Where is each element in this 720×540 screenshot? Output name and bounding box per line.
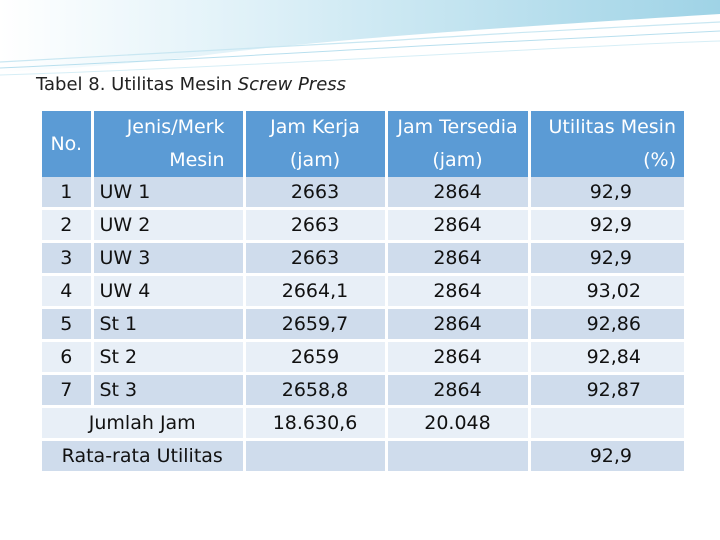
cell-no: 5 [42, 307, 94, 342]
cell-merk: St 2 [92, 340, 246, 375]
total-jam-kerja: 18.630,6 [244, 406, 388, 441]
cell-jam-kerja: 2663 [244, 208, 388, 243]
cell-merk: UW 1 [92, 177, 246, 210]
table-header-row: No. Jenis/Merk Mesin Jam Kerja (jam) Jam T… [42, 111, 684, 177]
table-title-text: Tabel 8. Utilitas Mesin [36, 74, 238, 95]
cell-merk: UW 4 [92, 274, 246, 309]
cell-utilitas: 92,9 [529, 177, 684, 210]
table-title: Tabel 8. Utilitas Mesin Screw Press [36, 74, 346, 95]
cell-jam-kerja: 2664,1 [244, 274, 388, 309]
table-row: 2 UW 2 2663 2864 92,9 [42, 208, 684, 243]
table-row: 7 St 3 2658,8 2864 92,87 [42, 373, 684, 408]
cell-no: 6 [42, 340, 94, 375]
table-row: 5 St 1 2659,7 2864 92,86 [42, 307, 684, 342]
cell-jam-kerja: 2659 [244, 340, 388, 375]
cell-utilitas: 92,86 [529, 307, 684, 342]
machine-utilization-table: No. Jenis/Merk Mesin Jam Kerja (jam) Jam T… [42, 111, 684, 474]
cell-merk: UW 2 [92, 208, 246, 243]
table-row: 6 St 2 2659 2864 92,84 [42, 340, 684, 375]
cell-no: 1 [42, 177, 94, 210]
average-jam-kerja [244, 439, 388, 474]
header-merk: Jenis/Merk Mesin [92, 111, 246, 177]
table-title-italic: Screw Press [237, 74, 347, 95]
cell-no: 7 [42, 373, 94, 408]
total-jam-tersedia: 20.048 [386, 406, 531, 441]
cell-merk: St 3 [92, 373, 246, 408]
cell-jam-tersedia: 2864 [386, 177, 531, 210]
decorative-wave-header [0, 0, 720, 76]
table-row: 3 UW 3 2663 2864 92,9 [42, 241, 684, 276]
header-no: No. [42, 111, 94, 177]
header-jam-tersedia: Jam Tersedia (jam) [386, 111, 531, 177]
cell-no: 2 [42, 208, 94, 243]
total-utilitas [529, 406, 684, 441]
header-utilitas: Utilitas Mesin (%) [529, 111, 684, 177]
cell-jam-kerja: 2658,8 [244, 373, 388, 408]
table-row: 1 UW 1 2663 2864 92,9 [42, 177, 684, 210]
cell-merk: St 1 [92, 307, 246, 342]
cell-jam-tersedia: 2864 [386, 340, 531, 375]
cell-utilitas: 92,9 [529, 208, 684, 243]
cell-jam-tersedia: 2864 [386, 373, 531, 408]
average-utilitas: 92,9 [529, 439, 684, 474]
cell-jam-kerja: 2663 [244, 177, 388, 210]
header-jam-kerja: Jam Kerja (jam) [244, 111, 388, 177]
cell-no: 4 [42, 274, 94, 309]
cell-jam-tersedia: 2864 [386, 274, 531, 309]
average-label: Rata-rata Utilitas [42, 439, 246, 474]
cell-jam-tersedia: 2864 [386, 208, 531, 243]
cell-utilitas: 92,84 [529, 340, 684, 375]
average-row: Rata-rata Utilitas 92,9 [42, 439, 684, 474]
average-jam-tersedia [386, 439, 531, 474]
cell-utilitas: 92,87 [529, 373, 684, 408]
cell-no: 3 [42, 241, 94, 276]
total-label: Jumlah Jam [42, 406, 246, 441]
cell-jam-kerja: 2659,7 [244, 307, 388, 342]
cell-utilitas: 93,02 [529, 274, 684, 309]
cell-jam-tersedia: 2864 [386, 307, 531, 342]
total-row: Jumlah Jam 18.630,6 20.048 [42, 406, 684, 441]
cell-jam-tersedia: 2864 [386, 241, 531, 276]
table-row: 4 UW 4 2664,1 2864 93,02 [42, 274, 684, 309]
cell-utilitas: 92,9 [529, 241, 684, 276]
cell-merk: UW 3 [92, 241, 246, 276]
cell-jam-kerja: 2663 [244, 241, 388, 276]
